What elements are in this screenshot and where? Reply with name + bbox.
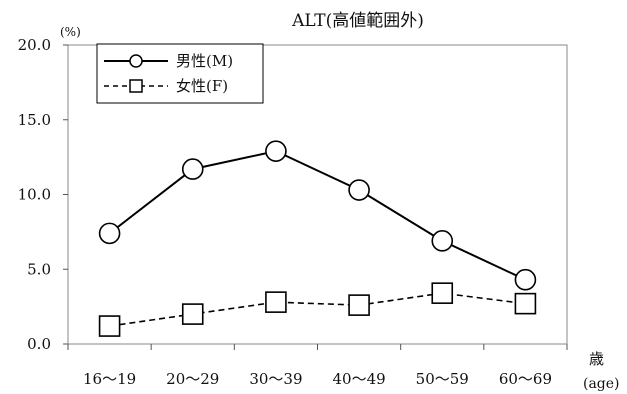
x-tick-label: 50～59 bbox=[416, 370, 469, 388]
y-tick-label: 15.0 bbox=[18, 111, 51, 129]
y-axis-unit: (%) bbox=[60, 25, 81, 39]
x-axis: 16～19 20～29 30～39 40～49 50～59 60～69 bbox=[67, 344, 568, 388]
legend-box bbox=[96, 43, 264, 104]
x-axis-unit-top: 歳 bbox=[589, 350, 604, 368]
y-axis: 0.0 5.0 10.0 15.0 20.0 bbox=[18, 36, 68, 353]
x-tick-label: 30～39 bbox=[249, 370, 302, 388]
data-point-female bbox=[348, 294, 370, 316]
x-tick-label: 40～49 bbox=[332, 370, 385, 388]
series-line-male bbox=[108, 150, 526, 281]
data-point-female bbox=[431, 282, 454, 304]
y-tick-label: 0.0 bbox=[27, 335, 51, 353]
data-point-male bbox=[181, 158, 204, 180]
x-axis-unit-bottom: (age) bbox=[583, 376, 620, 392]
data-point-female bbox=[514, 292, 537, 315]
legend-marker-female bbox=[129, 79, 143, 93]
x-tick-label: 20～29 bbox=[166, 370, 219, 388]
data-point-male bbox=[265, 140, 287, 162]
y-tick-label: 5.0 bbox=[27, 260, 51, 278]
x-tick-label: 60～69 bbox=[499, 370, 552, 388]
legend-label-female: 女性(F) bbox=[176, 77, 228, 95]
data-point-male bbox=[514, 268, 537, 291]
chart-title: ALT(高値範囲外) bbox=[291, 11, 424, 31]
data-point-female bbox=[181, 303, 204, 325]
data-point-female bbox=[265, 291, 287, 313]
series-line-female bbox=[109, 292, 526, 327]
y-tick-label: 20.0 bbox=[18, 36, 51, 54]
legend: 男性(M) 女性(F) bbox=[96, 43, 264, 104]
data-point-female bbox=[98, 315, 121, 337]
legend-label-male: 男性(M) bbox=[176, 52, 233, 70]
y-tick-label: 10.0 bbox=[18, 186, 51, 204]
data-point-male bbox=[98, 222, 121, 245]
series-layer bbox=[98, 140, 537, 337]
data-point-male bbox=[348, 179, 370, 201]
data-point-male bbox=[431, 230, 454, 252]
x-tick-label: 16～19 bbox=[83, 370, 136, 388]
legend-marker-male bbox=[129, 54, 143, 68]
